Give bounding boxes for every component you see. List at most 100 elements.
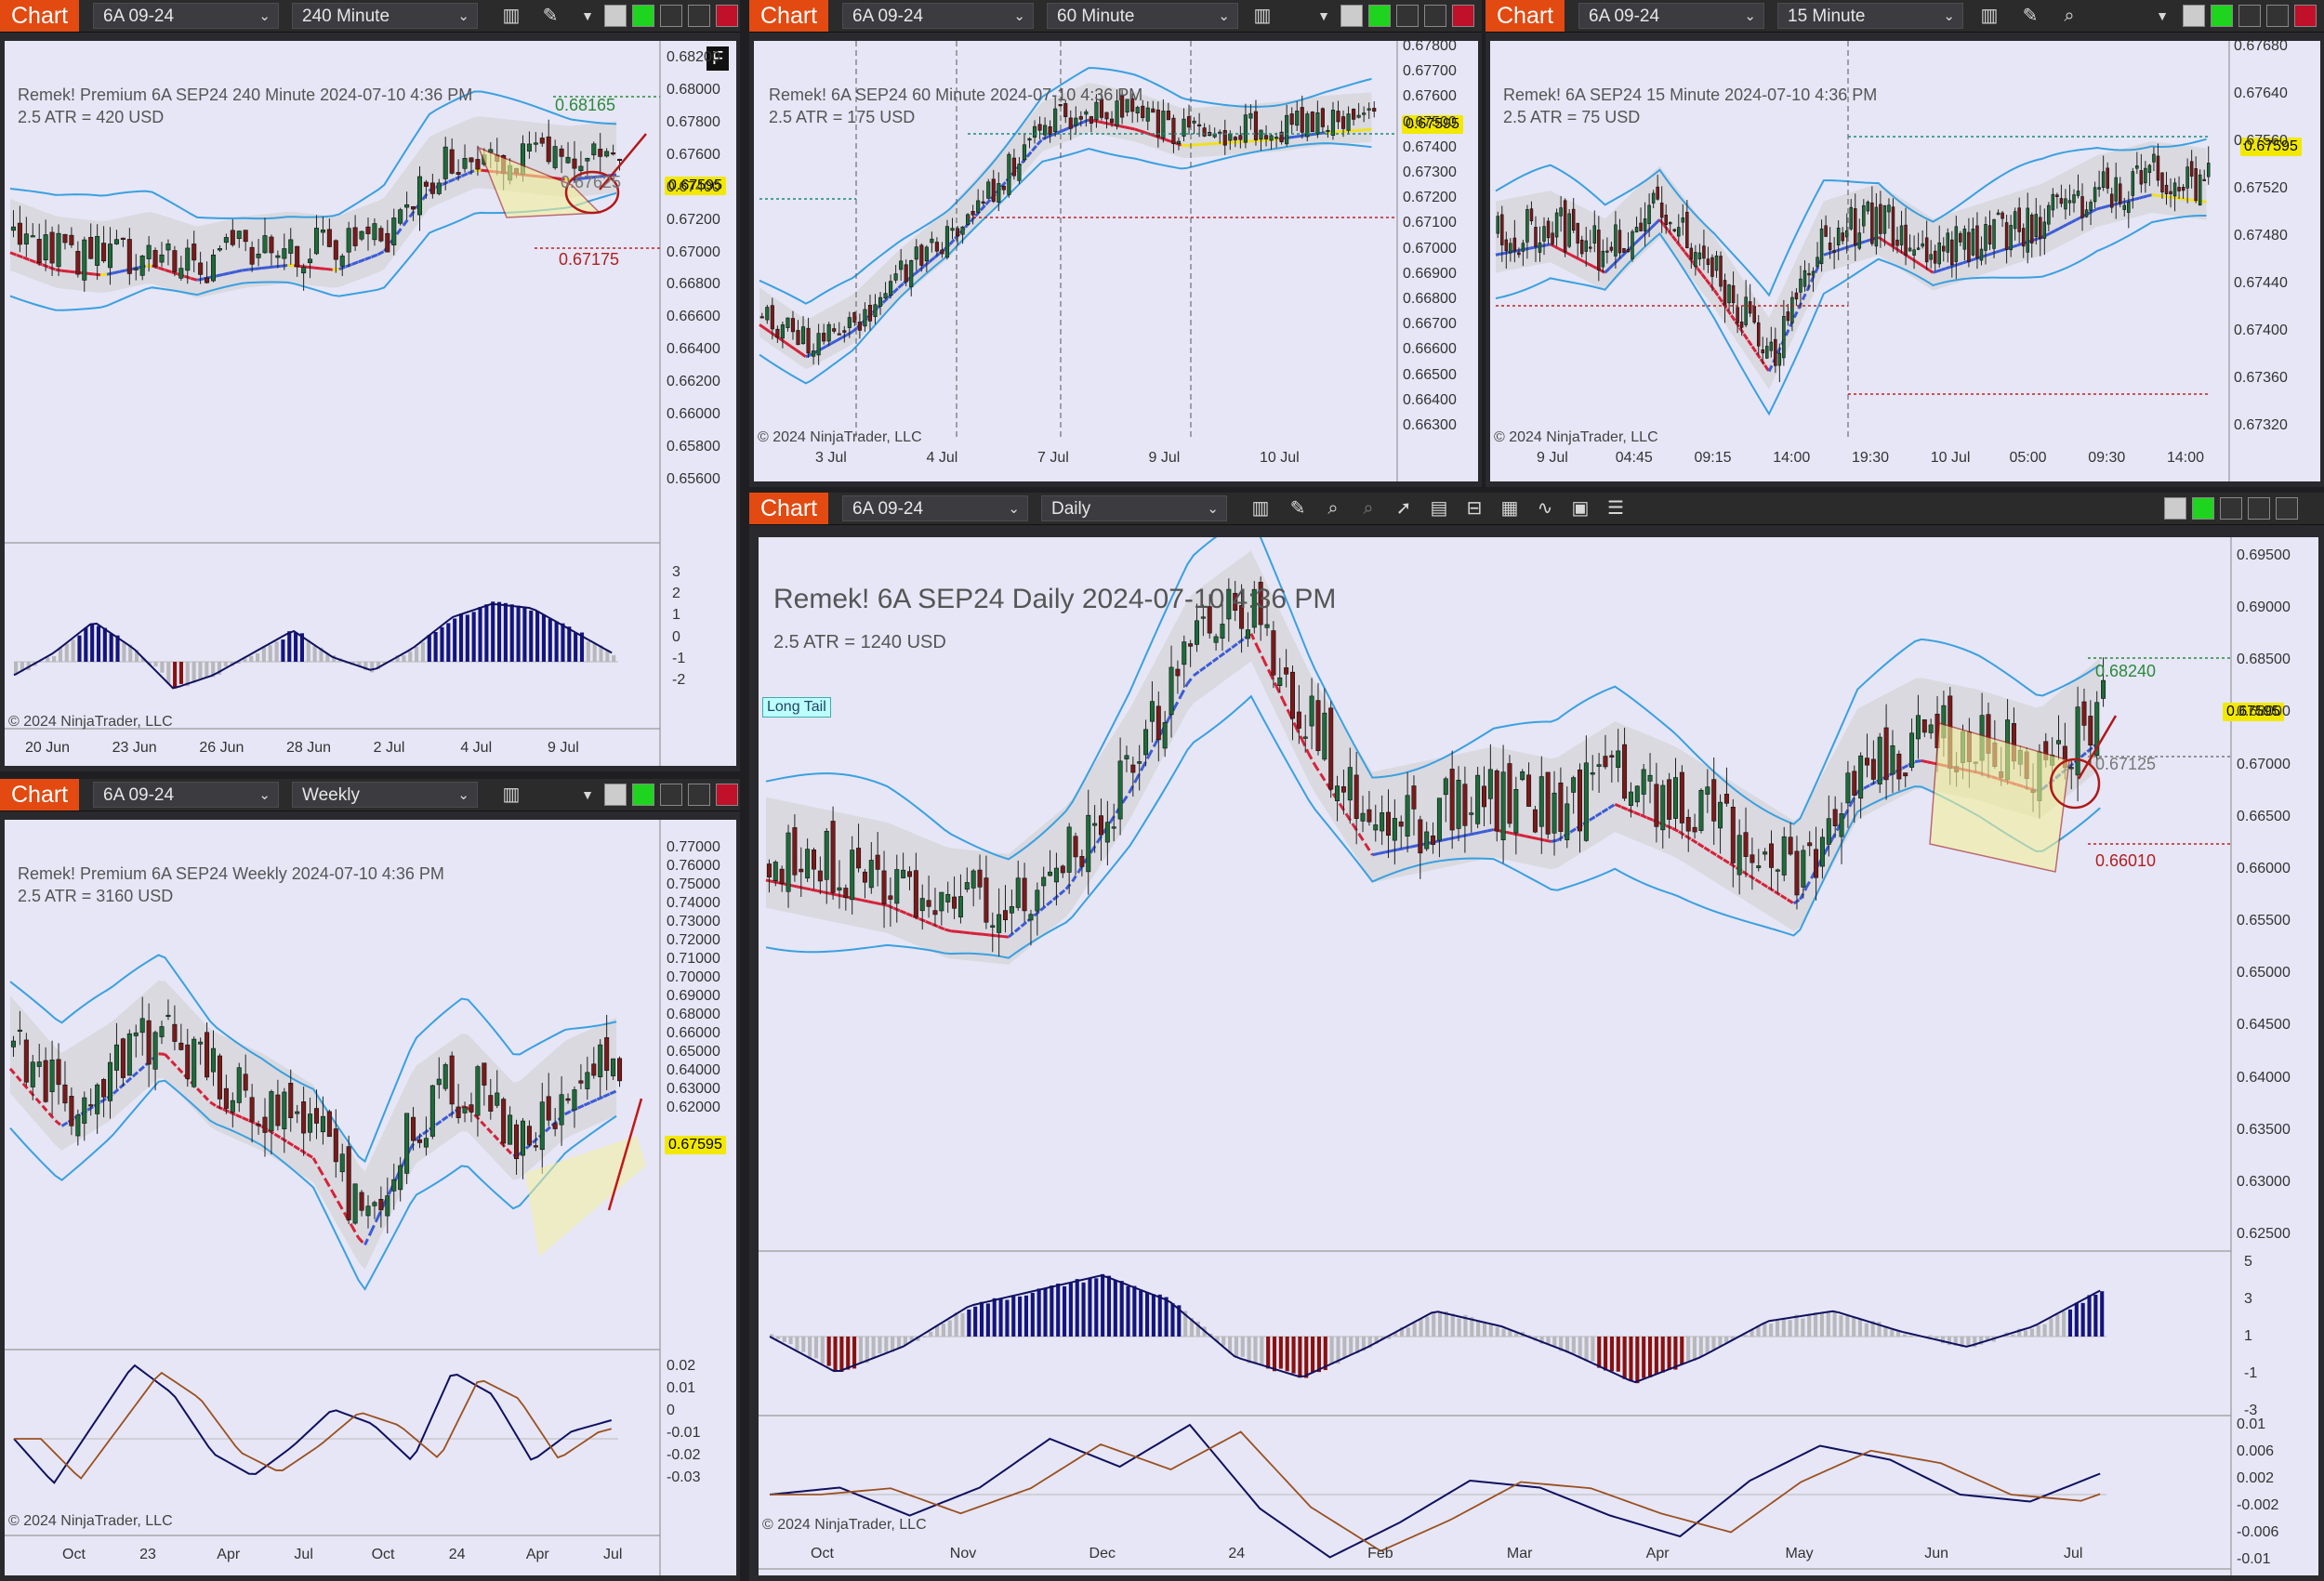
interval-selector[interactable]: 60 Minute ⌄: [1047, 3, 1238, 29]
window-color-green-button[interactable]: [1368, 5, 1391, 27]
chart-menu-tab[interactable]: Chart: [749, 0, 829, 32]
trend-stop-segment: [1199, 665, 1208, 673]
window-color-gray-button[interactable]: [2183, 5, 2205, 27]
candle-body: [1711, 779, 1717, 822]
plot-area[interactable]: Remek! Premium 6A SEP24 Weekly 2024-07-1…: [5, 820, 736, 1575]
candle-body: [10, 1040, 16, 1047]
chart-menu-tab[interactable]: Chart: [0, 0, 80, 32]
trend-stop-segment: [61, 269, 69, 273]
histogram-bar: [941, 1324, 945, 1337]
candle-body: [1752, 306, 1756, 323]
candle-body: [1411, 785, 1417, 810]
close-button[interactable]: [2276, 497, 2298, 520]
instrument-selector[interactable]: 6A 09-24 ⌄: [842, 3, 1034, 29]
window-color-gray-button[interactable]: [2164, 497, 2186, 520]
draw-pencil-icon[interactable]: ✎: [1289, 498, 1306, 519]
instrument-selector[interactable]: 6A 09-24 ⌄: [93, 782, 279, 808]
histogram-bar: [1189, 1317, 1195, 1337]
histogram-bar: [1367, 1337, 1372, 1349]
list-icon[interactable]: ☰: [1607, 498, 1624, 519]
zoom-out-icon[interactable]: ⌕: [1363, 498, 1374, 519]
plot-area[interactable]: Remek! 6A SEP24 Daily 2024-07-10 4:36 PM…: [759, 537, 2318, 1575]
close-button[interactable]: [716, 784, 738, 806]
close-button[interactable]: [2294, 5, 2317, 27]
chevron-down-icon[interactable]: ▼: [2156, 8, 2169, 23]
candle-body: [914, 246, 918, 260]
trend-stop-segment: [1594, 810, 1604, 818]
templates-icon[interactable]: ⊟: [1466, 498, 1483, 519]
close-button[interactable]: [716, 5, 738, 27]
interval-selector[interactable]: Weekly ⌄: [292, 782, 478, 808]
maximize-button[interactable]: [2266, 5, 2289, 27]
candle-body: [976, 200, 981, 213]
candle-body: [295, 1111, 300, 1114]
chart-menu-tab[interactable]: Chart: [1486, 0, 1565, 32]
window-color-green-button[interactable]: [632, 5, 654, 27]
bars-icon[interactable]: ▥: [502, 784, 521, 805]
window-color-gray-button[interactable]: [1340, 5, 1363, 27]
chart-window-daily: Chart 6A 09-24 ⌄ Daily ⌄ ▥ ✎ ⌕ ⌕ ➚ ▤ ⊟ ▦ ∿…: [749, 493, 2324, 1581]
window-color-gray-button[interactable]: [604, 5, 627, 27]
maximize-button[interactable]: [688, 5, 710, 27]
maximize-button[interactable]: [2248, 497, 2270, 520]
plot-area[interactable]: Remek! 6A SEP24 60 Minute 2024-07-10 4:3…: [754, 41, 1478, 481]
histogram-bar: [2042, 1324, 2047, 1337]
chart-menu-tab[interactable]: Chart: [749, 493, 829, 524]
chevron-down-icon[interactable]: ▼: [581, 787, 594, 802]
interval-selector[interactable]: Daily ⌄: [1041, 495, 1227, 521]
minimize-button[interactable]: [1396, 5, 1419, 27]
candle-body: [1552, 792, 1557, 834]
strategies-icon[interactable]: ∿: [1537, 498, 1553, 519]
bars-icon[interactable]: ▥: [1980, 6, 1999, 26]
minimize-button[interactable]: [2220, 497, 2242, 520]
flag-button[interactable]: F: [706, 46, 729, 71]
zoom-icon[interactable]: ⌕: [2064, 6, 2075, 26]
candle-body: [971, 870, 976, 889]
interval-selector[interactable]: 15 Minute ⌄: [1777, 3, 1963, 29]
trend-stop-segment: [970, 931, 977, 936]
candle-body: [944, 226, 950, 258]
window-color-green-button[interactable]: [2211, 5, 2233, 27]
close-button[interactable]: [1452, 5, 1474, 27]
window-color-gray-button[interactable]: [604, 784, 627, 806]
window-color-green-button[interactable]: [632, 784, 654, 806]
plot-area[interactable]: Remek! Premium 6A SEP24 240 Minute 2024-…: [5, 41, 736, 766]
histogram-bar: [574, 632, 578, 662]
window-color-green-button[interactable]: [2192, 497, 2214, 520]
draw-pencil-icon[interactable]: ✎: [2022, 6, 2039, 26]
chart-menu-tab[interactable]: Chart: [0, 779, 80, 810]
zoom-icon[interactable]: ⌕: [1327, 498, 1339, 519]
trend-stop-segment: [1566, 251, 1573, 257]
histogram-bar: [420, 641, 425, 662]
minimize-button[interactable]: [660, 784, 682, 806]
minimize-button[interactable]: [660, 5, 682, 27]
time-tick-label: 2 Jul: [373, 740, 405, 756]
histogram-bar: [1247, 1337, 1251, 1364]
candle-body: [1984, 224, 1987, 251]
data-box-icon[interactable]: ▣: [1571, 498, 1590, 519]
trend-stop-segment: [1814, 263, 1821, 274]
trend-stop-segment: [21, 1082, 31, 1092]
minimize-button[interactable]: [2238, 5, 2261, 27]
instrument-selector[interactable]: 6A 09-24 ⌄: [842, 495, 1028, 521]
bars-icon[interactable]: ▥: [1251, 498, 1270, 519]
instrument-selector[interactable]: 6A 09-24 ⌄: [1578, 3, 1764, 29]
histogram-bar: [1832, 1311, 1837, 1337]
maximize-button[interactable]: [688, 784, 710, 806]
axis-tick-label: 0.67700: [1403, 63, 1457, 80]
indicators-icon[interactable]: ▦: [1500, 498, 1519, 519]
maximize-button[interactable]: [1424, 5, 1446, 27]
bars-icon[interactable]: ▥: [502, 6, 521, 26]
candle-body: [1182, 118, 1186, 137]
plot-area[interactable]: Remek! 6A SEP24 15 Minute 2024-07-10 4:3…: [1490, 41, 2320, 481]
properties-icon[interactable]: ▤: [1430, 498, 1448, 519]
interval-selector[interactable]: 240 Minute ⌄: [292, 3, 478, 29]
bars-icon[interactable]: ▥: [1253, 6, 1272, 26]
axis-tick-label: 0.002: [2237, 1470, 2275, 1486]
instrument-selector[interactable]: 6A 09-24 ⌄: [93, 3, 279, 29]
draw-pencil-icon[interactable]: ✎: [542, 6, 559, 26]
chevron-down-icon[interactable]: ▼: [1317, 8, 1330, 23]
chevron-down-icon[interactable]: ▼: [581, 8, 594, 23]
pointer-icon[interactable]: ➚: [1395, 498, 1412, 519]
candle-body: [837, 887, 842, 891]
